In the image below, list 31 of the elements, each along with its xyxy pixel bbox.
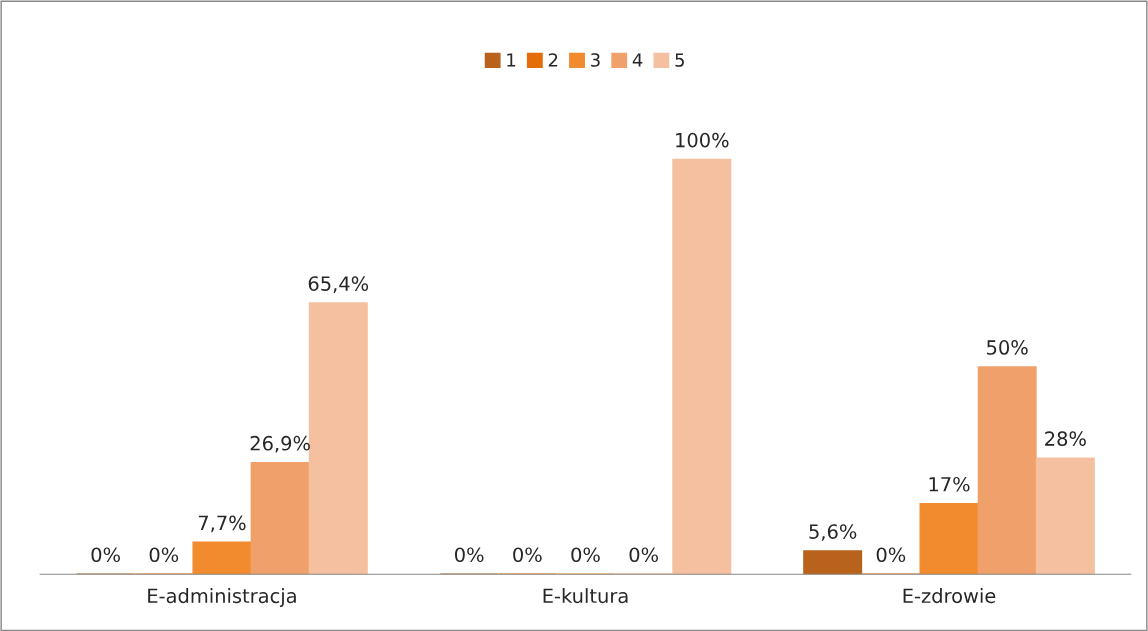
legend-label: 4 [632,53,643,67]
legend-label: 1 [507,53,516,67]
data-label: 65,4% [308,276,369,293]
bar [192,541,252,575]
bar [308,302,368,575]
data-label: 5,6% [809,524,857,541]
bar [672,158,732,575]
legend-label: 2 [548,53,558,67]
data-label: 100% [676,132,729,148]
bar [919,503,979,575]
bar [977,366,1037,575]
data-label: 28% [1045,431,1086,447]
data-label: 0% [876,547,906,563]
bar [1035,457,1095,575]
data-label: 0% [91,547,120,563]
legend-label: 3 [591,53,600,67]
x-tick-label: E-kultura [543,588,628,604]
data-label: 0% [629,547,658,563]
data-label: 0% [571,547,600,563]
x-tick-label: E-administracja [148,588,296,607]
data-label: 0% [513,547,542,563]
data-label: 7,7% [198,515,246,533]
x-tick-label: E-zdrowie [903,588,996,604]
data-label: 0% [149,547,179,563]
bar [803,550,863,575]
data-label: 17% [929,476,970,492]
data-label: 50% [987,340,1028,355]
data-label: 0% [455,547,484,563]
data-label: 26,9% [250,435,310,453]
legend-label: 5 [675,53,684,67]
bar [250,461,310,575]
